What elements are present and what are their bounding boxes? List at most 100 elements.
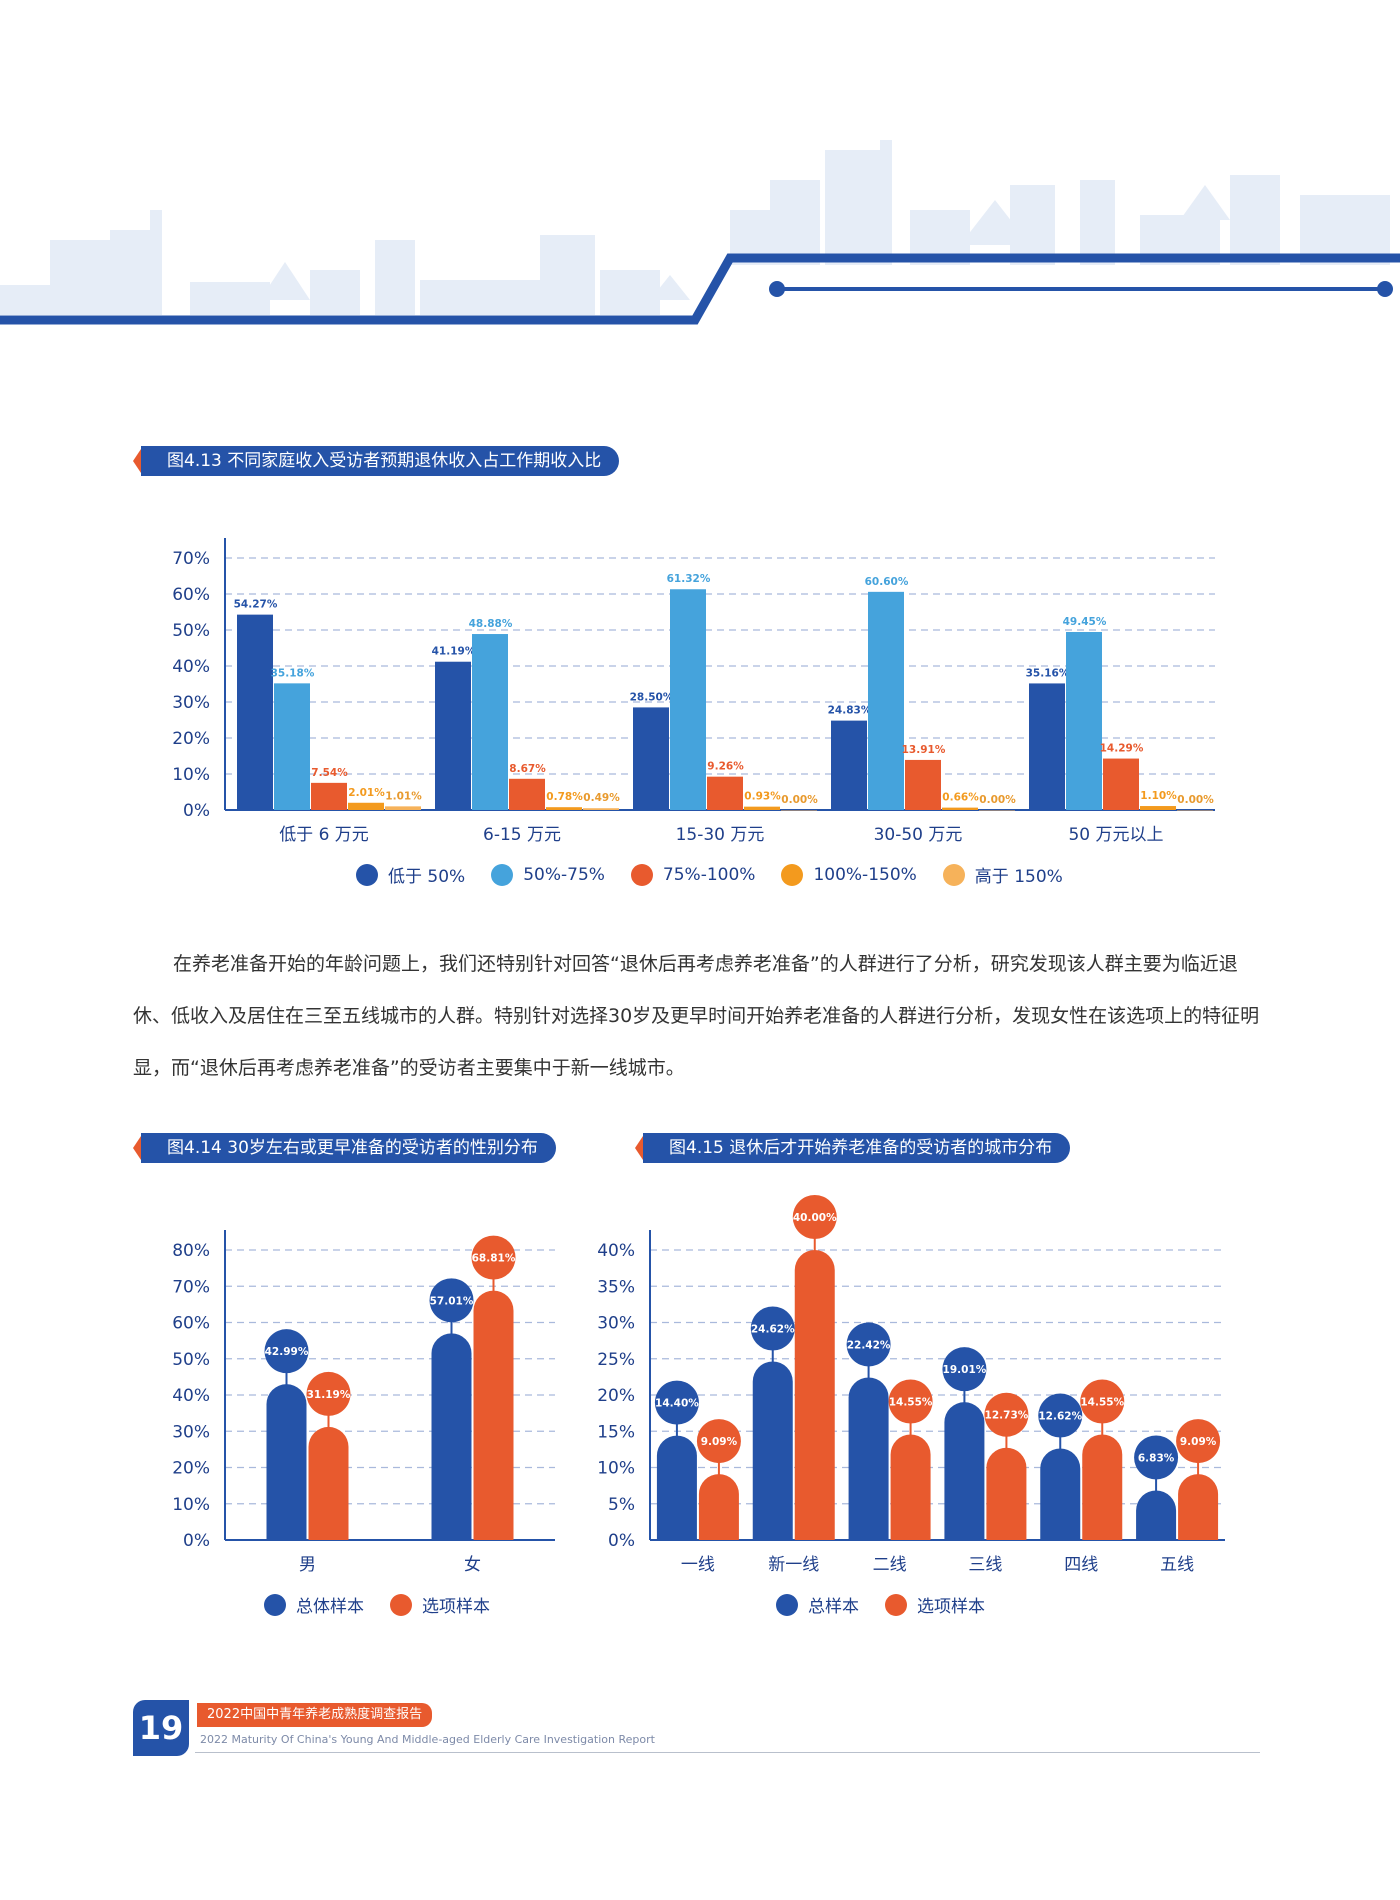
fig13-data-label: 7.54%	[311, 767, 348, 779]
fig15-xtick-label: 三线	[968, 1555, 1002, 1575]
fig13-data-label: 24.83%	[828, 705, 872, 717]
fig13-data-label: 9.26%	[707, 761, 744, 773]
fig15-label-bubble	[942, 1347, 987, 1392]
figure-4-14-chart: 0% 10% 20% 30% 40% 50% 60% 70% 80% 42.99% 31.19% 男 5…	[172, 1230, 555, 1575]
fig13-ytick-label: 0%	[183, 801, 210, 821]
fig13-data-label: 35.16%	[1026, 667, 1070, 679]
fig13-legend-item: 高于 150%	[942, 862, 1063, 887]
fig14-data-label: 68.81%	[472, 1253, 516, 1265]
fig13-data-label: 0.93%	[744, 791, 781, 803]
fig15-data-label: 12.73%	[985, 1410, 1029, 1422]
report-title: 2022中国中青年养老成熟度调查报告	[197, 1703, 433, 1727]
fig13-bar	[348, 802, 384, 810]
fig13-legend-swatch	[942, 863, 965, 886]
fig15-label-bubble	[654, 1380, 699, 1425]
fig13-legend-swatch	[781, 863, 804, 886]
fig13-data-label: 61.32%	[667, 573, 711, 585]
fig13-ytick-label: 50%	[172, 621, 210, 641]
fig14-legend-label: 总体样本	[296, 1597, 364, 1617]
fig13-legend-item: 100%-150%	[781, 862, 917, 887]
fig15-ytick-label: 5%	[608, 1495, 635, 1515]
fig15-data-label: 14.40%	[655, 1398, 699, 1410]
fig13-legend-item: 低于 50%	[356, 862, 465, 887]
fig13-bar	[979, 810, 1015, 811]
fig13-legend-item: 75%-100%	[630, 862, 755, 887]
fig15-data-label: 14.55%	[889, 1397, 933, 1409]
fig15-data-label: 24.62%	[751, 1324, 795, 1336]
fig14-ytick-label: 10%	[172, 1495, 210, 1515]
figure-4-13-title: 图4.13 不同家庭收入受访者预期退休收入占工作期收入比	[132, 446, 620, 476]
fig13-xtick-label: 低于 6 万元	[279, 825, 369, 845]
fig13-data-label: 2.01%	[348, 787, 385, 799]
fig13-data-label: 54.27%	[234, 599, 278, 611]
fig13-data-label: 0.78%	[546, 791, 583, 803]
fig13-xtick-label: 30-50 万元	[874, 825, 963, 845]
fig15-label-bubble	[1080, 1379, 1125, 1424]
fig13-data-label: 0.00%	[979, 794, 1016, 806]
fig14-ytick-label: 60%	[172, 1314, 210, 1334]
fig14-ytick-label: 30%	[172, 1422, 210, 1442]
fig15-data-label: 12.62%	[1038, 1411, 1082, 1423]
fig15-ytick-label: 30%	[597, 1314, 635, 1334]
fig13-bar	[1140, 806, 1176, 810]
fig13-data-label: 60.60%	[865, 576, 909, 588]
fig13-ytick-label: 10%	[172, 765, 210, 785]
fig13-bar	[942, 807, 978, 810]
fig13-xtick-label: 6-15 万元	[483, 825, 561, 845]
fig13-data-label: 1.10%	[1140, 790, 1177, 802]
fig14-ytick-label: 20%	[172, 1459, 210, 1479]
fig14-label-bubble	[471, 1235, 516, 1280]
fig13-data-label: 28.50%	[630, 691, 674, 703]
fig13-legend-swatch	[630, 863, 653, 886]
fig13-bar	[868, 591, 904, 810]
fig13-xtick-label: 50 万元以上	[1068, 825, 1163, 845]
fig14-bar	[473, 1290, 514, 1540]
body-paragraph: 在养老准备开始的年龄问题上，我们还特别针对回答“退休后再考虑养老准备”的人群进行…	[133, 938, 1263, 1094]
fig15-bar	[1040, 1448, 1081, 1540]
fig13-data-label: 35.18%	[271, 667, 315, 679]
fig15-legend-item: 选项样本	[885, 1592, 985, 1617]
fig15-data-label: 22.42%	[847, 1339, 891, 1351]
fig13-bar	[274, 683, 310, 810]
fig13-legend-item: 50%-75%	[491, 862, 605, 887]
fig13-bar	[435, 661, 471, 810]
fig15-bar	[1178, 1474, 1219, 1540]
fig13-legend-label: 高于 150%	[974, 867, 1063, 887]
fig14-legend-swatch	[390, 1593, 412, 1616]
fig13-data-label: 14.29%	[1100, 743, 1144, 755]
fig13-data-label: 1.01%	[385, 790, 422, 802]
fig14-ytick-label: 40%	[172, 1386, 210, 1406]
fig14-xtick-label: 男	[299, 1555, 316, 1575]
page-number: 19	[133, 1700, 189, 1756]
figure-4-15-title: 图4.15 退休后才开始养老准备的受访者的城市分布	[634, 1133, 1071, 1163]
fig14-data-label: 31.19%	[307, 1389, 351, 1401]
fig15-legend-swatch	[776, 1593, 798, 1616]
fig15-xtick-label: 四线	[1064, 1555, 1098, 1575]
fig15-ytick-label: 10%	[597, 1459, 635, 1479]
fig13-bar	[744, 806, 780, 810]
fig15-legend-item: 总样本	[776, 1592, 859, 1617]
fig13-bar	[670, 589, 706, 810]
figure-4-14-legend: 总体样本 选项样本	[264, 1592, 490, 1617]
fig13-ytick-label: 70%	[172, 549, 210, 569]
footer-divider	[195, 1752, 1260, 1753]
fig15-legend-label: 选项样本	[917, 1597, 985, 1617]
fig13-ytick-label: 30%	[172, 693, 210, 713]
figure-4-15-legend: 总样本 选项样本	[776, 1592, 985, 1617]
fig15-label-bubble	[888, 1379, 933, 1424]
fig15-label-bubble	[792, 1195, 837, 1239]
figure-4-15-chart: 0% 5% 10% 15% 20% 25% 30% 35% 40% 14.40% 9.09% 一线 24…	[597, 1195, 1225, 1575]
fig14-label-bubble	[429, 1278, 474, 1323]
fig14-legend-swatch	[264, 1593, 286, 1616]
fig13-data-label: 0.66%	[942, 792, 979, 804]
fig15-xtick-label: 一线	[681, 1555, 715, 1575]
fig15-bar	[698, 1474, 739, 1540]
fig15-bar	[656, 1435, 697, 1540]
fig15-ytick-label: 15%	[597, 1422, 635, 1442]
fig15-bar	[1082, 1434, 1123, 1540]
fig14-bar	[431, 1333, 472, 1540]
fig13-legend-swatch	[491, 863, 514, 886]
fig13-bar	[707, 776, 743, 810]
fig15-label-bubble	[696, 1419, 741, 1464]
fig14-label-bubble	[306, 1371, 351, 1416]
